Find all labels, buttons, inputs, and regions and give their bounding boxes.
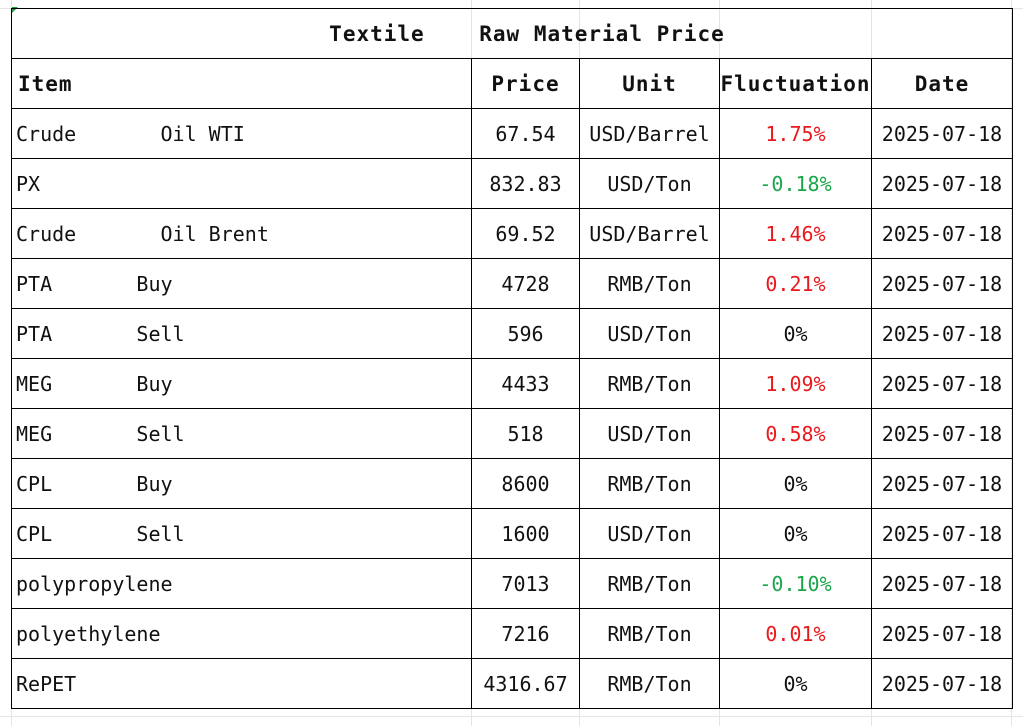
table-row: RePET 4316.67 RMB/Ton 0% 2025-07-18: [11, 658, 1014, 709]
cell-price: 4728: [471, 258, 580, 309]
column-header-price: Price: [471, 58, 580, 109]
cell-unit: USD/Barrel: [579, 208, 720, 259]
cell-date: 2025-07-18: [870, 208, 1014, 259]
cell-date: 2025-07-18: [870, 608, 1014, 659]
table-row: Crude Oil WTI 67.54 USD/Barrel 1.75% 2025-07…: [11, 108, 1014, 159]
header-row: Item Price Unit Fluctuation Date: [11, 58, 1014, 109]
cell-date: 2025-07-18: [870, 458, 1014, 509]
cell-date: 2025-07-18: [870, 408, 1014, 459]
cell-unit: USD/Barrel: [579, 108, 720, 159]
cell-unit: USD/Ton: [579, 158, 720, 209]
cell-date: 2025-07-18: [870, 658, 1014, 709]
title-row: Textile Raw Material Price: [10, 8, 1014, 59]
price-table: Textile Raw Material Price Item Price Un…: [10, 8, 1014, 709]
cell-price: 596: [471, 308, 580, 359]
table-row: polypropylene 7013 RMB/Ton -0.10% 2025-07-18: [11, 558, 1014, 609]
column-header-date: Date: [870, 58, 1014, 109]
cell-date: 2025-07-18: [870, 158, 1014, 209]
cell-fluctuation: 1.46%: [719, 208, 872, 259]
cell-price: 4316.67: [471, 658, 580, 709]
cell-unit: RMB/Ton: [579, 358, 720, 409]
cell-date: 2025-07-18: [870, 108, 1014, 159]
cell-item: PTA Buy: [11, 258, 472, 309]
cell-unit: RMB/Ton: [579, 558, 720, 609]
cell-unit: RMB/Ton: [579, 658, 720, 709]
table-row: MEG Buy 4433 RMB/Ton 1.09% 2025-07-18: [11, 358, 1014, 409]
cell-price: 69.52: [471, 208, 580, 259]
cell-item: MEG Buy: [11, 358, 472, 409]
cell-unit: RMB/Ton: [579, 458, 720, 509]
cell-date: 2025-07-18: [870, 558, 1014, 609]
cell-price: 1600: [471, 508, 580, 559]
cell-item: CPL Sell: [11, 508, 472, 559]
cell-fluctuation: 1.09%: [719, 358, 872, 409]
cell-item: Crude Oil WTI: [11, 108, 472, 159]
column-header-fluctuation: Fluctuation: [719, 58, 872, 109]
cell-unit: USD/Ton: [579, 308, 720, 359]
cell-item: MEG Sell: [11, 408, 472, 459]
cell-price: 8600: [471, 458, 580, 509]
cell-item: PX: [11, 158, 472, 209]
table-row: CPL Sell 1600 USD/Ton 0% 2025-07-18: [11, 508, 1014, 559]
cell-price: 7013: [471, 558, 580, 609]
cell-fluctuation: -0.10%: [719, 558, 872, 609]
cell-unit: RMB/Ton: [579, 608, 720, 659]
cell-price: 832.83: [471, 158, 580, 209]
cell-fluctuation: 1.75%: [719, 108, 872, 159]
table-title: Textile Raw Material Price: [10, 8, 1014, 59]
cell-date: 2025-07-18: [870, 508, 1014, 559]
table-row: CPL Buy 8600 RMB/Ton 0% 2025-07-18: [11, 458, 1014, 509]
cell-unit: RMB/Ton: [579, 258, 720, 309]
cell-item: RePET: [11, 658, 472, 709]
cell-price: 67.54: [471, 108, 580, 159]
cell-fluctuation: 0%: [719, 308, 872, 359]
cell-unit: USD/Ton: [579, 408, 720, 459]
cell-fluctuation: 0%: [719, 458, 872, 509]
cell-fluctuation: 0.01%: [719, 608, 872, 659]
table-row: PTA Buy 4728 RMB/Ton 0.21% 2025-07-18: [11, 258, 1014, 309]
cell-fluctuation: 0.58%: [719, 408, 872, 459]
cell-date: 2025-07-18: [870, 308, 1014, 359]
cell-item: PTA Sell: [11, 308, 472, 359]
cell-price: 518: [471, 408, 580, 459]
cell-fluctuation: 0.21%: [719, 258, 872, 309]
cell-item: polyethylene: [11, 608, 472, 659]
column-header-item: Item: [11, 58, 472, 109]
cell-item: CPL Buy: [11, 458, 472, 509]
cell-item: Crude Oil Brent: [11, 208, 472, 259]
cell-price: 4433: [471, 358, 580, 409]
cell-fluctuation: 0%: [719, 508, 872, 559]
cell-date: 2025-07-18: [870, 258, 1014, 309]
column-header-unit: Unit: [579, 58, 720, 109]
table-row: MEG Sell 518 USD/Ton 0.58% 2025-07-18: [11, 408, 1014, 459]
cell-fluctuation: 0%: [719, 658, 872, 709]
cell-date: 2025-07-18: [870, 358, 1014, 409]
cell-unit: USD/Ton: [579, 508, 720, 559]
table-row: polyethylene 7216 RMB/Ton 0.01% 2025-07-18: [11, 608, 1014, 659]
cell-price: 7216: [471, 608, 580, 659]
table-row: PX 832.83 USD/Ton -0.18% 2025-07-18: [11, 158, 1014, 209]
cell-fluctuation: -0.18%: [719, 158, 872, 209]
cell-item: polypropylene: [11, 558, 472, 609]
table-row: Crude Oil Brent 69.52 USD/Barrel 1.46% 2025-…: [11, 208, 1014, 259]
table-row: PTA Sell 596 USD/Ton 0% 2025-07-18: [11, 308, 1014, 359]
